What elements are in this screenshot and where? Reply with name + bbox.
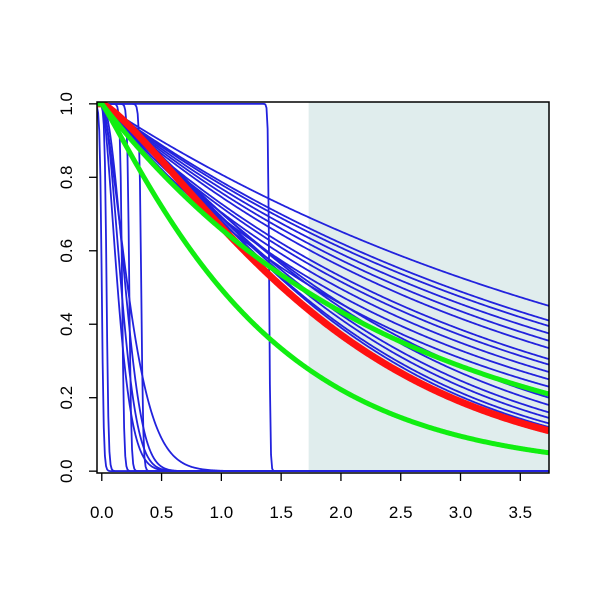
series-line-6 <box>97 102 549 349</box>
series-line-30 <box>97 102 549 456</box>
y-tick-label: 0.4 <box>57 312 76 336</box>
series-line-29 <box>97 102 549 397</box>
x-tick-label: 0.0 <box>90 503 114 522</box>
series-line-3 <box>97 102 549 327</box>
x-tick-label: 2.5 <box>389 503 413 522</box>
y-tick-label: 0.8 <box>57 165 76 189</box>
y-tick-label: 0.2 <box>57 386 76 410</box>
x-tick-label: 1.5 <box>269 503 293 522</box>
series-line-11 <box>97 102 549 388</box>
x-tick-label: 3.0 <box>449 503 473 522</box>
plot-frame <box>96 101 550 474</box>
x-tick-label: 1.0 <box>210 503 234 522</box>
x-tick-label: 0.5 <box>150 503 174 522</box>
series-line-1 <box>97 102 549 307</box>
y-tick-label: 0.6 <box>57 239 76 263</box>
x-tick-label: 3.5 <box>508 503 532 522</box>
y-tick-label: 1.0 <box>57 92 76 116</box>
series-line-4 <box>97 102 549 335</box>
series-line-28 <box>97 102 549 435</box>
series-line-5 <box>97 102 549 342</box>
series-line-2 <box>97 102 549 322</box>
series-line-27 <box>97 102 549 473</box>
x-axis: 0.0 0.5 1.0 1.5 2.0 2.5 3.0 3.5 <box>90 473 532 522</box>
series-line-13 <box>97 102 549 406</box>
x-tick-label: 2.0 <box>329 503 353 522</box>
y-tick-label: 0.0 <box>57 459 76 483</box>
y-axis: 0.0 0.2 0.4 0.6 0.8 1.0 <box>57 92 97 483</box>
curves-group <box>97 102 549 473</box>
